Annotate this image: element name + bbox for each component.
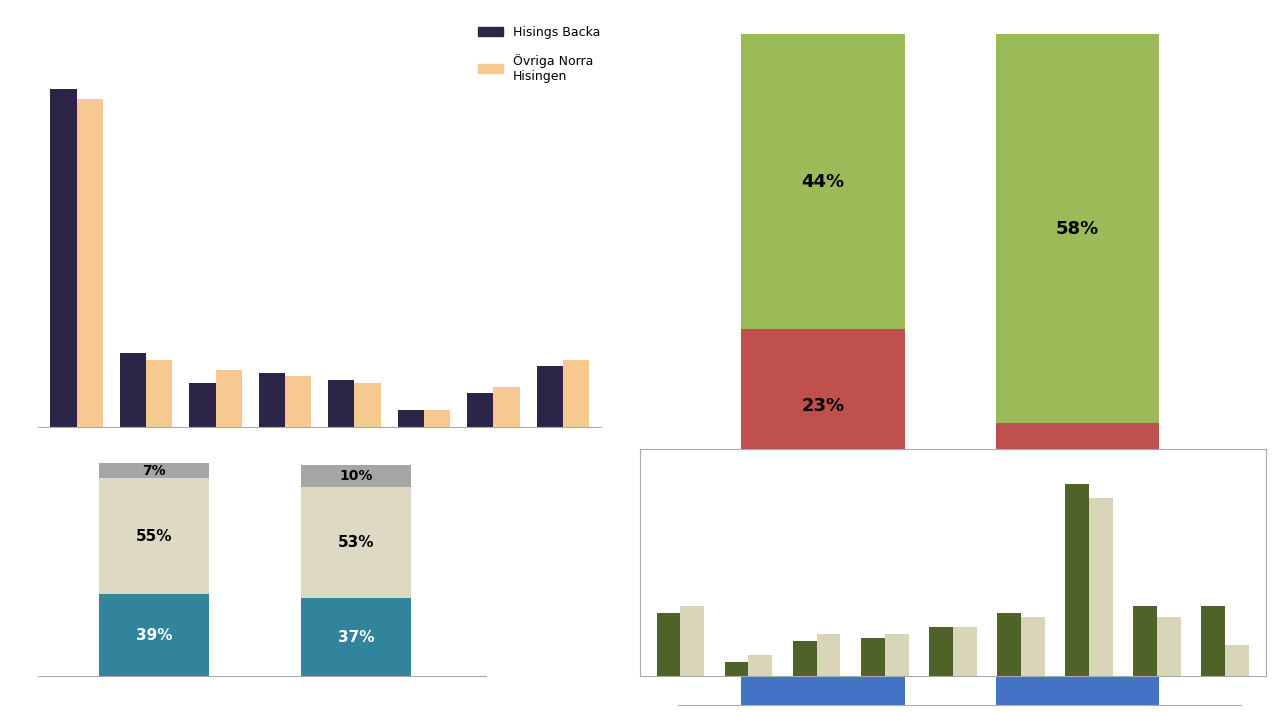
Bar: [742, 330, 904, 483]
Bar: [98, 478, 208, 594]
Bar: [995, 34, 1159, 423]
Bar: [1225, 645, 1250, 676]
Bar: [536, 366, 563, 427]
Text: 39%: 39%: [136, 628, 173, 643]
Bar: [216, 370, 242, 427]
Bar: [995, 577, 1159, 705]
Bar: [120, 353, 146, 427]
Bar: [301, 466, 411, 486]
Text: 23%: 23%: [1055, 491, 1099, 509]
Bar: [398, 410, 423, 427]
Bar: [146, 360, 173, 427]
Bar: [354, 383, 381, 427]
Bar: [816, 634, 840, 676]
Bar: [995, 423, 1159, 577]
Text: 7%: 7%: [142, 464, 166, 478]
Bar: [1065, 483, 1090, 676]
Bar: [1201, 607, 1225, 676]
Bar: [680, 607, 705, 676]
Bar: [742, 483, 904, 705]
Bar: [494, 387, 519, 427]
Text: 33%: 33%: [802, 585, 844, 603]
Bar: [953, 627, 977, 676]
Text: 10%: 10%: [339, 469, 372, 483]
Text: 53%: 53%: [338, 535, 375, 550]
Bar: [301, 486, 411, 598]
Bar: [467, 393, 494, 427]
Bar: [423, 410, 450, 427]
Bar: [748, 655, 773, 676]
Bar: [885, 634, 908, 676]
Bar: [98, 594, 208, 676]
Bar: [929, 627, 953, 676]
Bar: [258, 373, 285, 427]
Text: 58%: 58%: [1055, 220, 1099, 238]
Legend: Hisings Backa, Övriga Norra
Hisingen: Hisings Backa, Övriga Norra Hisingen: [471, 19, 606, 89]
Bar: [189, 383, 216, 427]
Bar: [1157, 617, 1181, 676]
Bar: [1090, 498, 1113, 676]
Text: 37%: 37%: [338, 630, 375, 645]
Bar: [725, 662, 748, 676]
Bar: [861, 638, 885, 676]
Bar: [301, 598, 411, 676]
Bar: [793, 642, 816, 676]
Bar: [98, 464, 208, 478]
Bar: [1021, 617, 1045, 676]
Text: 23%: 23%: [802, 397, 844, 416]
Bar: [329, 380, 354, 427]
Text: 19%: 19%: [1055, 632, 1099, 650]
Bar: [1133, 607, 1157, 676]
Bar: [563, 360, 590, 427]
Text: 44%: 44%: [802, 173, 844, 191]
Bar: [50, 89, 77, 427]
Bar: [742, 34, 904, 330]
Bar: [656, 613, 680, 676]
Bar: [77, 99, 104, 427]
Bar: [998, 613, 1021, 676]
Bar: [285, 377, 311, 427]
Text: 55%: 55%: [136, 528, 173, 543]
